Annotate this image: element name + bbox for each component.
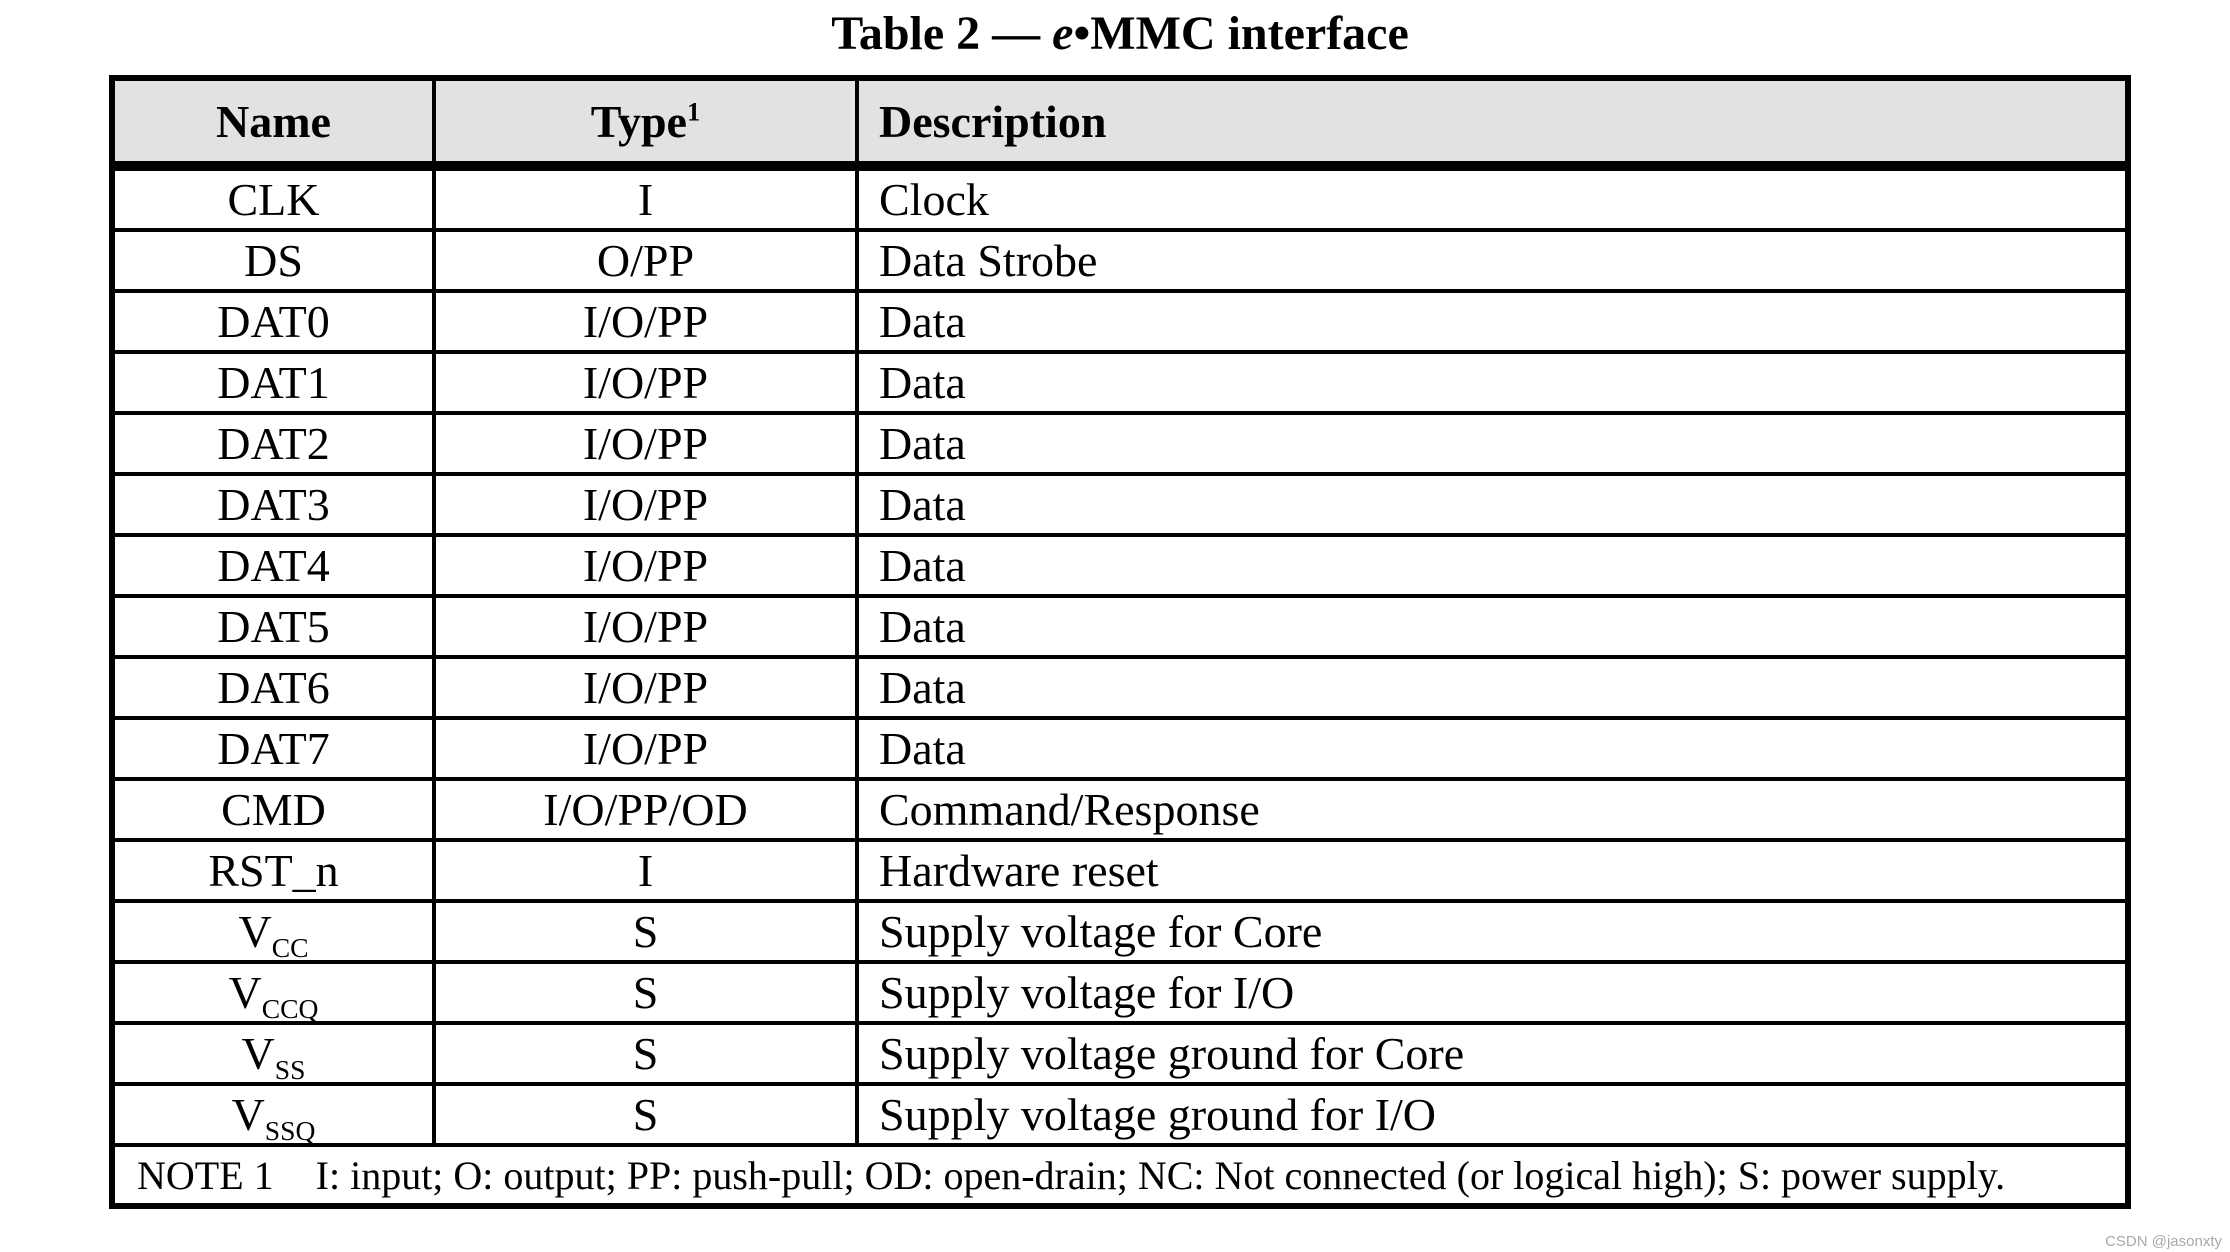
header-name: Name xyxy=(110,76,436,171)
cell-name: VCCQ xyxy=(110,960,436,1025)
table-row: DAT7 I/O/PP Data xyxy=(110,716,2130,781)
cell-name-subscript: CC xyxy=(271,932,309,962)
header-type-footnote-ref: 1 xyxy=(686,96,701,127)
page-title-emphasis: e xyxy=(1052,7,1074,60)
cell-type: I/O/PP/OD xyxy=(432,777,859,842)
cell-name: VSS xyxy=(110,1021,436,1086)
cell-name: DAT3 xyxy=(110,472,436,537)
cell-type: I/O/PP xyxy=(432,289,859,354)
cell-type: I/O/PP xyxy=(432,716,859,781)
watermark: CSDN @jasonxty xyxy=(2105,1233,2222,1250)
table-header-row: Name Type1 Description xyxy=(110,76,2130,171)
cell-description: Data xyxy=(855,533,2130,598)
cell-description: Supply voltage for I/O xyxy=(855,960,2130,1025)
table-row: CLK I Clock xyxy=(110,164,2130,232)
table-row: RST_n I Hardware reset xyxy=(110,838,2130,903)
table-row: DAT6 I/O/PP Data xyxy=(110,655,2130,720)
table-row: DS O/PP Data Strobe xyxy=(110,228,2130,293)
note-text: I: input; O: output; PP: push-pull; OD: … xyxy=(315,1152,2006,1198)
table-row: DAT0 I/O/PP Data xyxy=(110,289,2130,354)
cell-description: Data xyxy=(855,289,2130,354)
cell-description: Data xyxy=(855,350,2130,415)
cell-name: DAT1 xyxy=(110,350,436,415)
table-row: VSS S Supply voltage ground for Core xyxy=(110,1021,2130,1086)
header-type: Type1 xyxy=(432,76,859,171)
note-cell: NOTE 1 I: input; O: output; PP: push-pull… xyxy=(110,1143,2130,1208)
interface-table: Name Type1 Description CLK I Clock DS O/PP Da… xyxy=(109,75,2131,1209)
cell-description: Data Strobe xyxy=(855,228,2130,293)
cell-description: Data xyxy=(855,472,2130,537)
cell-type: I xyxy=(432,164,859,232)
table-row: DAT5 I/O/PP Data xyxy=(110,594,2130,659)
cell-name-subscript: SS xyxy=(274,1054,306,1084)
cell-description: Hardware reset xyxy=(855,838,2130,903)
cell-name-subscript: SSQ xyxy=(264,1115,316,1145)
cell-description: Data xyxy=(855,716,2130,781)
table-row: DAT4 I/O/PP Data xyxy=(110,533,2130,598)
cell-type: S xyxy=(432,1021,859,1086)
cell-type: I/O/PP xyxy=(432,411,859,476)
note-row: NOTE 1 I: input; O: output; PP: push-pull… xyxy=(110,1143,2130,1208)
cell-name: VCC xyxy=(110,899,436,964)
header-type-label: Type xyxy=(590,95,687,147)
cell-name: DAT7 xyxy=(110,716,436,781)
page-title-prefix: Table 2 — xyxy=(831,7,1053,60)
page-title-suffix: •MMC interface xyxy=(1073,7,1409,60)
cell-name-subscript: CCQ xyxy=(261,993,319,1023)
cell-type: I/O/PP xyxy=(432,472,859,537)
table-row: DAT2 I/O/PP Data xyxy=(110,411,2130,476)
cell-description: Supply voltage for Core xyxy=(855,899,2130,964)
cell-name: DAT4 xyxy=(110,533,436,598)
cell-description: Supply voltage ground for Core xyxy=(855,1021,2130,1086)
cell-type: I xyxy=(432,838,859,903)
cell-type: I/O/PP xyxy=(432,350,859,415)
cell-type: I/O/PP xyxy=(432,655,859,720)
table-row: CMD I/O/PP/OD Command/Response xyxy=(110,777,2130,842)
note-label: NOTE 1 xyxy=(137,1152,274,1198)
cell-name: DS xyxy=(110,228,436,293)
cell-name: DAT5 xyxy=(110,594,436,659)
cell-description: Data xyxy=(855,655,2130,720)
cell-type: S xyxy=(432,1082,859,1147)
page-title: Table 2 — e•MMC interface xyxy=(109,4,2131,64)
cell-name: CMD xyxy=(110,777,436,842)
cell-description: Command/Response xyxy=(855,777,2130,842)
cell-description: Data xyxy=(855,411,2130,476)
cell-name: DAT6 xyxy=(110,655,436,720)
cell-description: Data xyxy=(855,594,2130,659)
table-row: VCC S Supply voltage for Core xyxy=(110,899,2130,964)
table-row: VCCQ S Supply voltage for I/O xyxy=(110,960,2130,1025)
cell-name: DAT0 xyxy=(110,289,436,354)
cell-name: CLK xyxy=(110,164,436,232)
cell-description: Clock xyxy=(855,164,2130,232)
cell-type: S xyxy=(432,960,859,1025)
table-row: DAT1 I/O/PP Data xyxy=(110,350,2130,415)
header-description: Description xyxy=(855,76,2130,171)
table-body: CLK I Clock DS O/PP Data Strobe DAT0 I/O/PP Data… xyxy=(110,164,2130,1147)
cell-name: DAT2 xyxy=(110,411,436,476)
cell-type: S xyxy=(432,899,859,964)
table-row: VSSQ S Supply voltage ground for I/O xyxy=(110,1082,2130,1147)
cell-name: VSSQ xyxy=(110,1082,436,1147)
cell-type: O/PP xyxy=(432,228,859,293)
cell-name: RST_n xyxy=(110,838,436,903)
table-row: DAT3 I/O/PP Data xyxy=(110,472,2130,537)
cell-description: Supply voltage ground for I/O xyxy=(855,1082,2130,1147)
cell-type: I/O/PP xyxy=(432,594,859,659)
cell-type: I/O/PP xyxy=(432,533,859,598)
